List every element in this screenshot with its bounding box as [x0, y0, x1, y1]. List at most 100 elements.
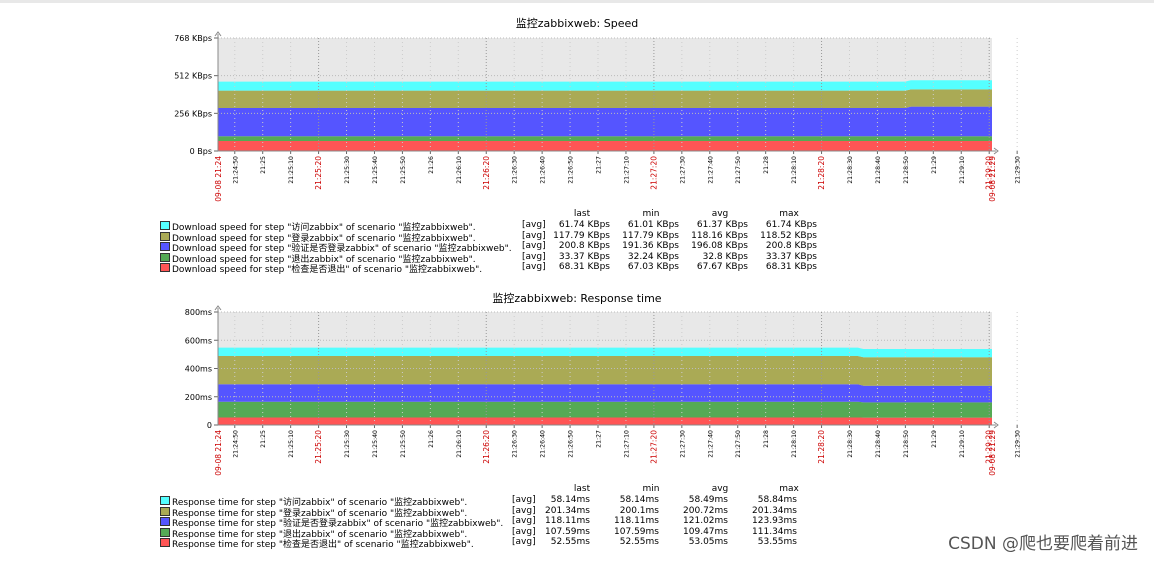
- x-tick-label: 21:26:10: [456, 156, 463, 184]
- y-tick-label: 768 KBps: [174, 34, 212, 43]
- legend-value-min: 52.55ms: [619, 537, 659, 547]
- graph-title: 监控zabbixweb: Speed: [516, 16, 638, 30]
- x-tick-label: 21:26:20: [482, 156, 491, 190]
- legend-row: Download speed for step "验证是否登录zabbix" o…: [160, 241, 860, 254]
- y-tick-label: 400ms: [185, 365, 212, 374]
- legend-color-swatch: [160, 252, 170, 262]
- legend-row: Download speed for step "访问zabbix" of sc…: [160, 220, 860, 233]
- legend-row: Download speed for step "检查是否退出" of scen…: [160, 262, 860, 275]
- x-tick-label: 21:27:10: [623, 156, 630, 184]
- y-axis-arrow: [214, 31, 222, 37]
- legend-value-min: 58.14ms: [619, 495, 659, 505]
- legend-value-min: 117.79 KBps: [622, 230, 679, 241]
- speed-graph-legend: last min avg max Download speed for step "访问…: [160, 209, 860, 275]
- x-tick-label: 21:25:10: [288, 156, 295, 184]
- y-tick-label: 0 Bps: [190, 147, 212, 156]
- legend-value-max: 123.93ms: [752, 516, 797, 526]
- legend-function: [avg]: [522, 241, 546, 251]
- legend-value-last: 52.55ms: [550, 537, 590, 547]
- legend-value-last: 68.31 KBps: [558, 262, 610, 272]
- y-axis-arrow: [214, 305, 222, 311]
- x-tick-label: 21:26: [428, 156, 435, 174]
- legend-color-swatch: [160, 221, 170, 230]
- series-area-1: [218, 347, 992, 358]
- legend-series-name: Download speed for step "访问zabbix" of sc…: [172, 223, 476, 233]
- x-tick-label: 21:26:30: [512, 156, 519, 184]
- legend-value-avg: 200.72ms: [683, 505, 728, 516]
- y-tick-label: 512 KBps: [174, 72, 212, 81]
- x-tick-label: 21:28:40: [875, 156, 882, 184]
- series-area-2: [218, 89, 992, 109]
- speed-graph: 监控zabbixweb: Speed 768 KBps 512 KBps 256 KB…: [174, 16, 1021, 202]
- legend-function: [avg]: [522, 220, 546, 230]
- x-tick-label: 21:25: [260, 430, 267, 448]
- x-end-label: 09-08 21:29: [988, 156, 997, 202]
- y-tick-label: 200ms: [185, 393, 212, 402]
- legend-column-header: avg: [711, 209, 729, 219]
- legend-color-swatch: [160, 263, 170, 272]
- x-tick-label: 21:29:20: [985, 430, 994, 464]
- series-area-3: [218, 384, 992, 403]
- x-tick-label: 21:27:20: [649, 430, 658, 464]
- x-tick-label: 21:26:30: [512, 430, 519, 458]
- x-axis-arrow: [993, 147, 999, 155]
- x-tick-label: 21:27:40: [707, 156, 714, 184]
- legend-color-swatch: [160, 517, 170, 526]
- x-tick-label: 21:24:50: [232, 430, 239, 458]
- legend-color-swatch: [160, 527, 170, 537]
- page-top-border: [0, 0, 1154, 3]
- legend-series-name: Response time for step "退出zabbix" of sce…: [172, 529, 468, 540]
- series-area-5: [218, 141, 992, 151]
- legend-function: [avg]: [522, 230, 546, 241]
- legend-row: Response time for step "退出zabbix" of sce…: [160, 526, 860, 540]
- legend-column-header: avg: [711, 484, 729, 494]
- legend-column-header: min: [642, 209, 660, 219]
- x-tick-label: 21:29:20: [985, 156, 994, 190]
- x-tick-label: 21:29:10: [959, 430, 966, 458]
- legend-column-header: max: [779, 209, 799, 219]
- legend-function: [avg]: [522, 262, 546, 272]
- x-tick-label: 21:26:20: [482, 430, 491, 464]
- x-tick-label: 21:28:40: [875, 430, 882, 458]
- series-area-4: [218, 401, 992, 418]
- x-tick-label: 21:25:20: [314, 156, 323, 190]
- x-tick-label: 21:25:10: [288, 430, 295, 458]
- x-tick-label: 21:28:50: [903, 430, 910, 458]
- legend-value-avg: 61.37 KBps: [696, 220, 748, 230]
- legend-value-avg: 58.49ms: [688, 495, 728, 505]
- legend-value-min: 32.24 KBps: [627, 251, 679, 262]
- x-tick-label: 21:26:50: [568, 430, 575, 458]
- x-tick-label: 21:25:40: [372, 156, 379, 184]
- x-tick-label: 21:27:30: [679, 430, 686, 458]
- series-area-1: [218, 80, 992, 91]
- x-tick-label: 21:25:20: [314, 430, 323, 464]
- x-tick-label: 21:25:40: [372, 430, 379, 458]
- y-tick-label: 800ms: [185, 308, 212, 317]
- legend-value-last: 118.11ms: [545, 516, 590, 526]
- legend-row: Response time for step "验证是否登录zabbix" of…: [160, 516, 860, 529]
- y-tick-label: 0: [207, 421, 212, 430]
- x-tick-label: 21:25:50: [400, 430, 407, 458]
- x-tick-label: 21:25:30: [344, 430, 351, 458]
- legend-value-avg: 53.05ms: [688, 537, 728, 547]
- x-tick-label: 21:27: [596, 430, 603, 448]
- x-tick-label: 21:27:30: [679, 156, 686, 184]
- legend-series-name: Response time for step "访问zabbix" of sce…: [172, 498, 468, 508]
- legend-value-last: 117.79 KBps: [553, 230, 610, 241]
- legend-value-avg: 121.02ms: [683, 516, 728, 526]
- x-tick-label: 21:26:40: [540, 430, 547, 458]
- x-axis-arrow: [993, 421, 999, 429]
- x-tick-label: 21:29:10: [959, 156, 966, 184]
- x-tick-label: 21:28:30: [847, 430, 854, 458]
- legend-row: Response time for step "检查是否退出" of scena…: [160, 537, 860, 550]
- legend-value-min: 61.01 KBps: [627, 220, 679, 230]
- legend-value-min: 67.03 KBps: [627, 262, 679, 272]
- legend-color-swatch: [160, 231, 170, 241]
- response-time-graph: 监控zabbixweb: Response time 800ms 600ms 400m…: [185, 291, 1022, 476]
- legend-function: [avg]: [512, 526, 536, 537]
- x-tick-label: 21:29: [931, 430, 938, 448]
- legend-series-name: Download speed for step "退出zabbix" of sc…: [172, 254, 476, 265]
- x-tick-label: 21:24:50: [232, 156, 239, 184]
- x-tick-label: 21:27:10: [623, 430, 630, 458]
- x-tick-label: 21:27:50: [735, 430, 742, 458]
